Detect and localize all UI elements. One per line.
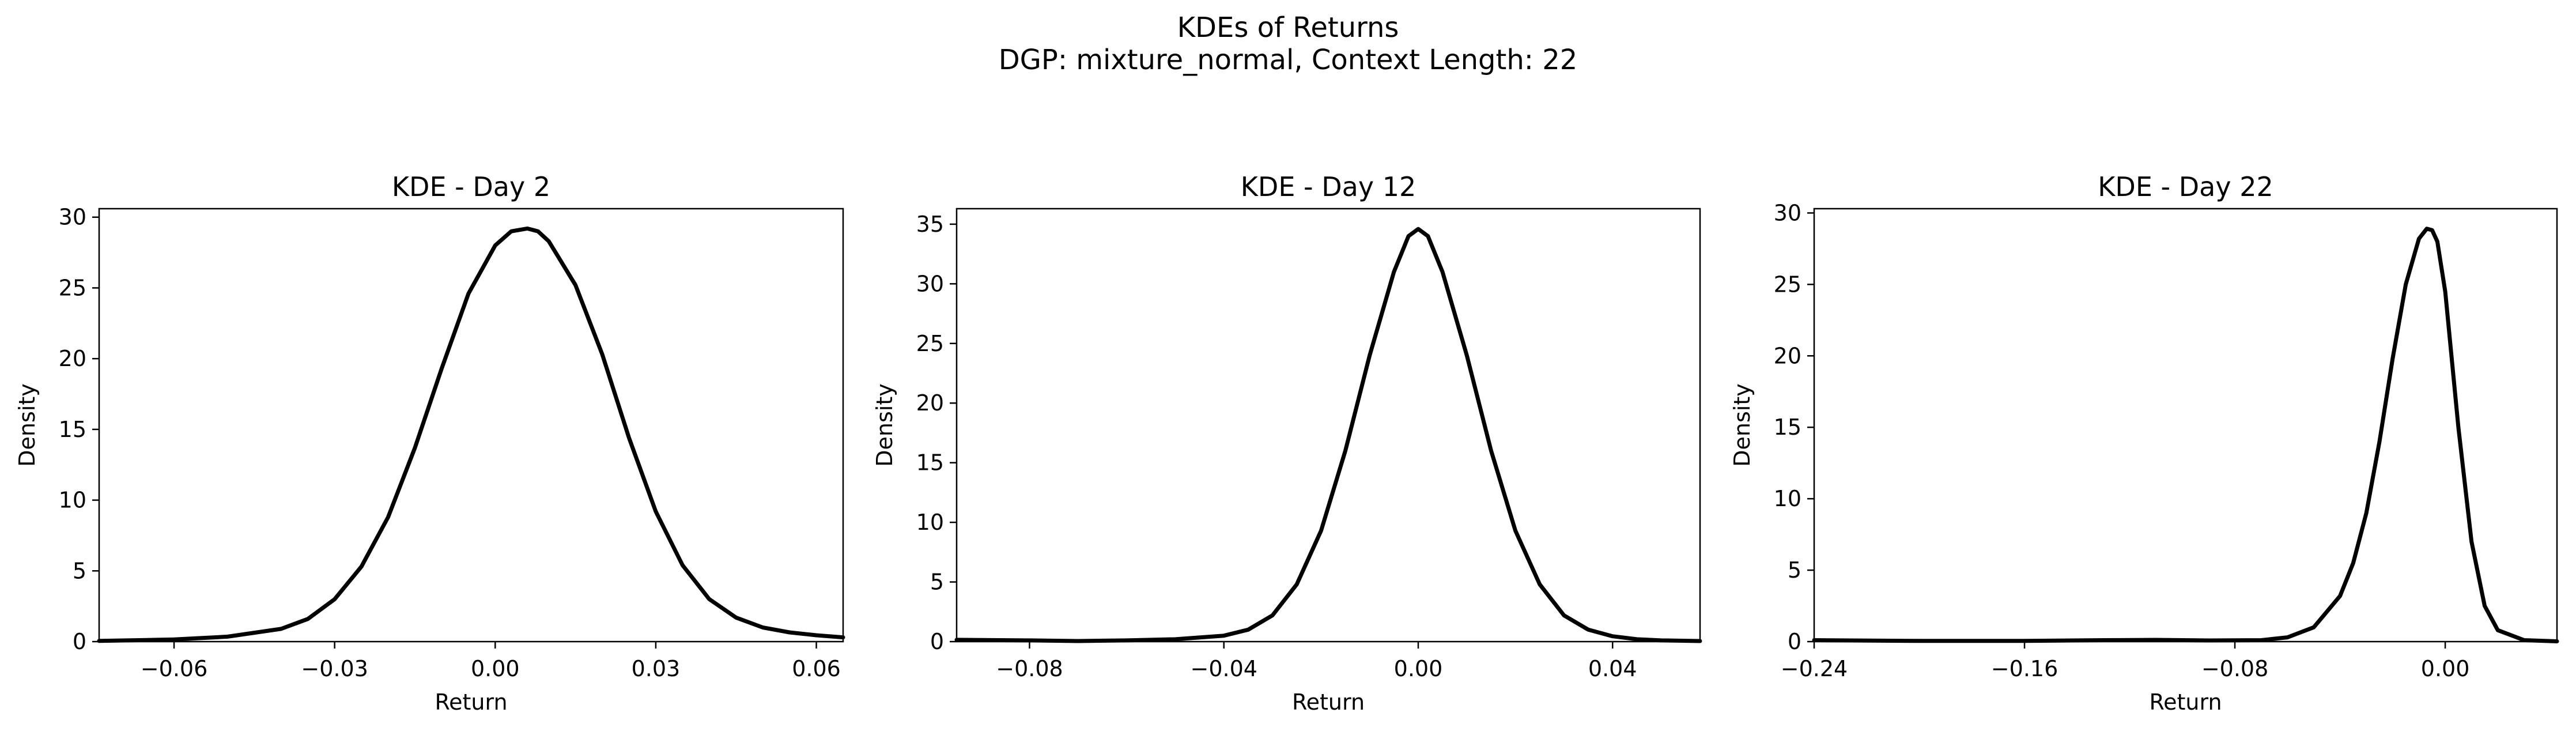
panel-2-ytick-label: 0: [930, 629, 944, 654]
panel-1-xlabel: Return: [435, 689, 507, 715]
panel-1-ytick-label: 30: [59, 205, 86, 230]
panel-1-ytick-label: 20: [59, 346, 86, 371]
panel-1-title: KDE - Day 2: [392, 171, 550, 202]
panel-2-ytick-label: 10: [916, 510, 944, 535]
panel-3-ylabel: Density: [1729, 383, 1755, 466]
panel-2-xtick-label: −0.08: [996, 656, 1063, 681]
panel-1-axes-frame: [98, 208, 844, 643]
panel-3-xtick-label: −0.08: [2201, 656, 2268, 681]
panel-2-xlabel: Return: [1292, 689, 1365, 715]
panel-2-xtick-label: 0.04: [1588, 656, 1637, 681]
panel-3-kde-line-1: [1812, 227, 2559, 643]
panel-3-axes-frame: [1813, 208, 2558, 643]
panel-3-ytick-label: 15: [1774, 414, 1801, 440]
panel-2-xtick-label: −0.04: [1190, 656, 1257, 681]
panel-3-ytick-label: 0: [1788, 629, 1801, 654]
panel-2-ytick-label: 25: [916, 331, 944, 356]
panel-2-kde-line-1: [954, 227, 1702, 643]
panel-2-ytick-label: 20: [916, 390, 944, 416]
panel-3-ytick-label: 25: [1774, 272, 1801, 297]
panel-3-ytick-label: 10: [1774, 486, 1801, 511]
panel-2-ytick-label: 35: [916, 212, 944, 237]
panel-3-ytick-label: 5: [1788, 557, 1801, 583]
panel-3-xtick-label: −0.16: [1991, 656, 2058, 681]
panel-2-axes-frame: [955, 208, 1701, 643]
panel-3-xtick-label: −0.24: [1781, 656, 1848, 681]
panel-1-ytick-label: 10: [59, 488, 86, 513]
panel-2-ytick-label: 5: [930, 570, 944, 595]
panel-1-ylabel: Density: [14, 383, 40, 466]
panel-2-title: KDE - Day 12: [1241, 171, 1416, 202]
panel-2-ylabel: Density: [872, 383, 897, 466]
panel-1-xtick-label: −0.03: [301, 656, 368, 681]
panel-1-xtick-label: −0.06: [141, 656, 207, 681]
panel-1-xtick-label: 0.00: [471, 656, 520, 681]
figure-subtitle: DGP: mixture_normal, Context Length: 22: [998, 44, 1578, 76]
panel-1-ytick-label: 25: [59, 275, 86, 300]
panel-2-ytick-label: 15: [916, 450, 944, 476]
panel-1-kde-line-1: [97, 226, 845, 643]
panel-3-ytick-label: 20: [1774, 343, 1801, 368]
panel-2-xtick-label: 0.00: [1394, 656, 1443, 681]
panel-3-ytick-label: 30: [1774, 200, 1801, 225]
panel-1-ytick-label: 0: [73, 629, 86, 654]
panel-2-ytick-label: 30: [916, 271, 944, 296]
panel-1-ytick-label: 5: [73, 558, 86, 583]
panel-1-xtick-label: 0.06: [792, 656, 841, 681]
panel-1-ytick-label: 15: [59, 417, 86, 442]
figure-title: KDEs of Returns: [1177, 12, 1399, 44]
panel-3-title: KDE - Day 22: [2098, 171, 2273, 202]
panel-1-xtick-label: 0.03: [632, 656, 681, 681]
panel-3-xtick-label: 0.00: [2421, 656, 2470, 681]
panel-3-xlabel: Return: [2149, 689, 2222, 715]
